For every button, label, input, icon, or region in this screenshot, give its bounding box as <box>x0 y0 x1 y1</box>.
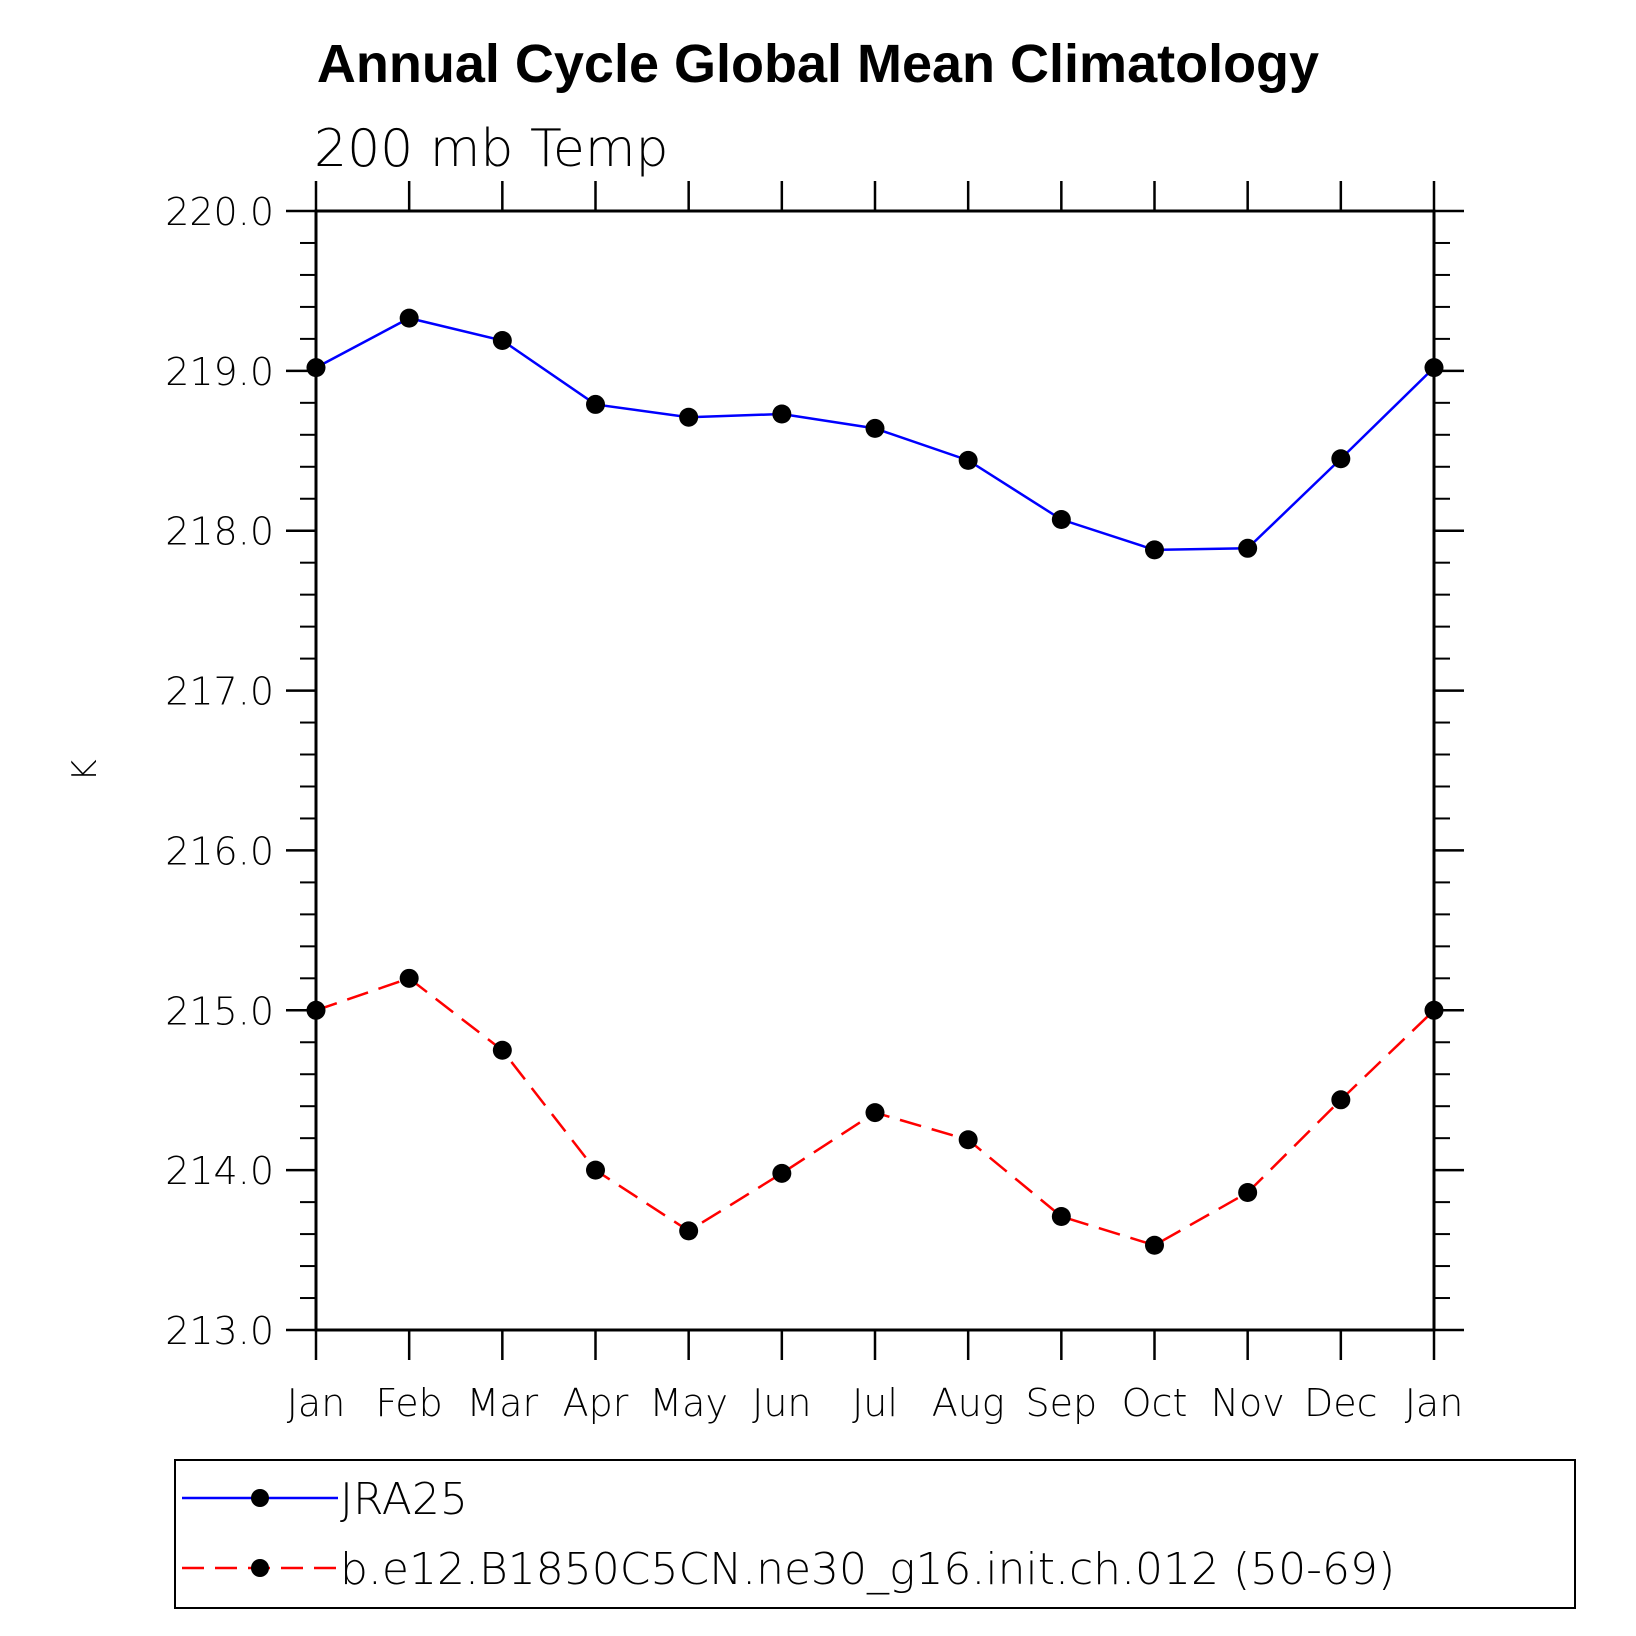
x-tick-label: Jun <box>752 1381 811 1425</box>
x-tick-label: Jul <box>852 1381 898 1425</box>
y-tick-label: 218.0 <box>165 510 274 554</box>
y-tick-label: 214.0 <box>165 1149 274 1193</box>
data-point-1 <box>679 1221 699 1241</box>
data-point-1 <box>399 968 419 988</box>
data-point-0 <box>1331 449 1351 469</box>
x-tick-labels: Jan Feb Mar Apr May Jun Jul Aug Sep Oct Nov Dec Jan <box>287 1381 1464 1425</box>
data-point-1 <box>586 1160 605 1180</box>
x-tick-label: Aug <box>932 1381 1005 1425</box>
legend-box <box>174 1459 1576 1609</box>
data-point-0 <box>399 308 419 328</box>
x-tick-label: Feb <box>376 1381 443 1425</box>
data-point-0 <box>586 394 605 414</box>
data-point-0 <box>679 407 699 427</box>
y-tick-label: 219.0 <box>165 350 274 394</box>
data-point-1 <box>958 1130 978 1150</box>
y-tick-label: 220.0 <box>165 190 274 234</box>
legend: JRA25 b.e12.B1850C5CN.ne30_g16.init.ch.0… <box>174 1459 1576 1609</box>
minor-ticks <box>300 241 1450 1300</box>
x-tick-label: Mar <box>466 1381 538 1425</box>
y-tick-label: 213.0 <box>165 1309 274 1353</box>
legend-marker-jra25 <box>251 1489 269 1507</box>
y-tick-label: 217.0 <box>165 670 274 714</box>
data-point-1 <box>772 1163 792 1183</box>
data-point-0 <box>772 404 792 424</box>
data-point-1 <box>1331 1090 1351 1110</box>
plot-frame <box>314 209 1436 1332</box>
data-point-1 <box>306 1000 326 1020</box>
y-axis-label: K <box>65 759 105 781</box>
data-point-1 <box>1424 1000 1444 1020</box>
x-tick-label: Dec <box>1304 1381 1378 1425</box>
data-point-1 <box>865 1103 885 1123</box>
x-tick-label: Nov <box>1211 1381 1285 1425</box>
data-point-0 <box>958 450 978 470</box>
y-tick-labels: 213.0 214.0 215.0 216.0 217.0 218.0 219.0 220.0 <box>165 190 274 1353</box>
legend-label-jra25: JRA25 <box>340 1474 468 1525</box>
x-tick-label: Jan <box>287 1381 346 1425</box>
chart-title: Annual Cycle Global Mean Climatology <box>317 34 1319 94</box>
data-point-0 <box>492 330 512 350</box>
x-tick-label: May <box>649 1381 728 1425</box>
y-tick-label: 215.0 <box>165 989 274 1033</box>
x-tick-label: Oct <box>1122 1381 1188 1425</box>
x-tick-label: Jan <box>1405 1381 1464 1425</box>
data-point-0 <box>306 358 326 378</box>
data-point-1 <box>1238 1183 1258 1203</box>
series-layer <box>306 308 1444 1255</box>
major-ticks <box>286 181 1464 1360</box>
data-point-0 <box>1424 358 1444 378</box>
legend-marker-model <box>251 1559 269 1577</box>
data-point-1 <box>1051 1207 1071 1227</box>
x-tick-label: Sep <box>1026 1381 1098 1425</box>
data-point-1 <box>492 1040 512 1060</box>
x-tick-label: Apr <box>563 1381 629 1425</box>
data-point-0 <box>1051 510 1071 530</box>
legend-label-model: b.e12.B1850C5CN.ne30_g16.init.ch.012 (50… <box>340 1544 1395 1595</box>
data-point-0 <box>1145 540 1164 560</box>
y-tick-label: 216.0 <box>165 829 274 873</box>
data-point-0 <box>1238 538 1258 558</box>
data-point-1 <box>1145 1235 1164 1255</box>
chart-subtitle: 200 mb Temp <box>314 119 669 179</box>
data-point-0 <box>865 418 885 438</box>
